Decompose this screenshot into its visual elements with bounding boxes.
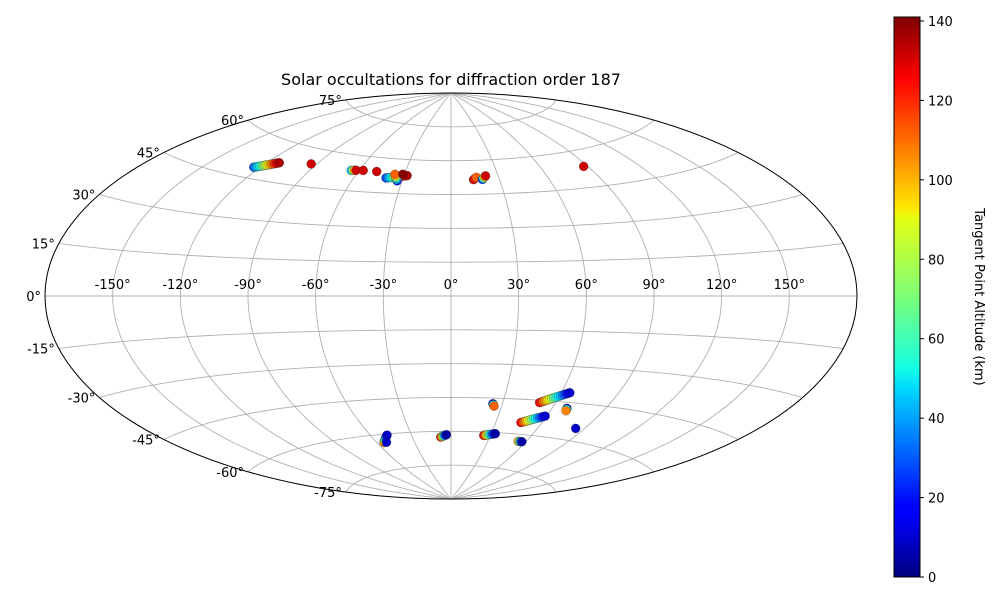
data-point	[565, 388, 575, 398]
y-tick-label: 15°	[32, 237, 55, 252]
colorbar-tick-label: 20	[928, 492, 945, 507]
parallel-line	[247, 119, 655, 162]
x-tick-labels: -150° -120° -90° -60° -30° 0° 30° 60° 90° 120° 150…	[95, 278, 805, 293]
y-tick-label: 45°	[137, 146, 160, 161]
x-tick-label: 0°	[444, 278, 459, 293]
colorbar-tick-label: 100	[928, 174, 953, 189]
y-tick-label: -30°	[68, 392, 96, 407]
data-point	[358, 165, 368, 176]
y-tick-label: -45°	[132, 434, 160, 449]
parallel-line	[163, 152, 739, 195]
colorbar-gradient	[893, 16, 921, 578]
data-point	[489, 401, 499, 411]
y-tick-label: -15°	[27, 343, 55, 358]
colorbar-tick-label: 60	[928, 333, 945, 348]
data-point	[540, 411, 550, 421]
colorbar-tick-label: 40	[928, 412, 945, 427]
data-point	[571, 423, 581, 434]
chart-title: Solar occultations for diffraction order…	[281, 70, 621, 89]
data-point	[561, 406, 571, 416]
y-tick-label: -60°	[216, 466, 244, 481]
x-tick-label: 60°	[575, 278, 598, 293]
data-point	[381, 437, 392, 447]
map-boundary	[44, 92, 858, 500]
x-tick-label: 120°	[706, 278, 737, 293]
data-point	[517, 437, 527, 447]
colorbar-label: Tangent Point Altitude (km)	[971, 207, 986, 385]
x-tick-label: 150°	[774, 278, 805, 293]
parallel-line	[99, 194, 803, 229]
x-tick-label: -120°	[162, 278, 198, 293]
parallel-line	[58, 329, 844, 349]
data-point	[490, 429, 500, 439]
parallel-line	[247, 430, 655, 473]
y-tick-labels: 75° 60° 45° 30° 15° 0° -15° -30° -45° -60° -75°	[26, 94, 342, 501]
data-point	[441, 430, 452, 440]
data-point	[579, 161, 589, 172]
y-tick-label: 30°	[72, 189, 95, 204]
colorbar-tick-label: 120	[928, 94, 953, 109]
x-tick-label: -30°	[369, 278, 397, 293]
parallel-line	[99, 363, 803, 398]
y-tick-label: 60°	[221, 114, 244, 129]
x-tick-label: 30°	[507, 278, 530, 293]
parallel-line	[163, 397, 739, 440]
parallel-line	[58, 243, 844, 263]
data-point	[372, 166, 382, 177]
data-point	[274, 158, 284, 168]
data-points	[249, 158, 589, 448]
x-tick-label: -90°	[234, 278, 262, 293]
colorbar-tick-label: 80	[928, 253, 945, 268]
parallel-line	[345, 464, 557, 493]
parallel-line	[345, 99, 557, 128]
y-tick-label: 75°	[319, 94, 342, 109]
colorbar-tick-label: 140	[928, 15, 953, 30]
data-point	[398, 169, 408, 179]
gridlines	[45, 93, 857, 499]
data-point	[390, 169, 400, 179]
x-tick-label: -60°	[302, 278, 330, 293]
colorbar-tick-label: 0	[928, 571, 936, 586]
x-tick-label: 90°	[642, 278, 665, 293]
y-tick-label: -75°	[314, 486, 342, 501]
data-point	[480, 171, 491, 181]
x-tick-label: -150°	[95, 278, 131, 293]
colorbar-ticks: 0 20 40 60 80 100 120 140	[920, 15, 953, 586]
colorbar: 0 20 40 60 80 100 120 140 Tangent Point Altitud…	[893, 15, 986, 586]
data-point	[306, 159, 316, 169]
y-tick-label: 0°	[26, 290, 41, 305]
